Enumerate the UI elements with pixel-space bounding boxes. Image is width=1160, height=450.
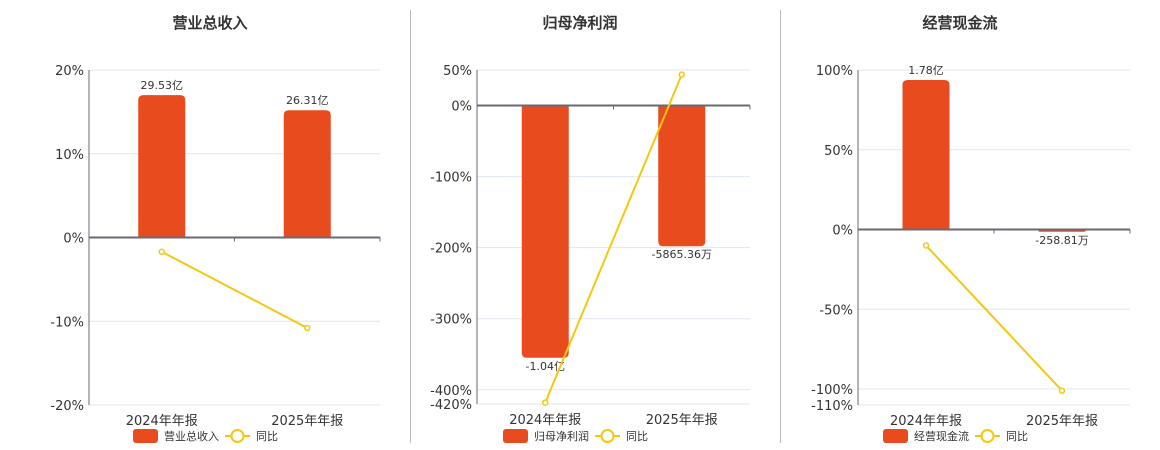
panel-divider: [410, 10, 411, 443]
bar[interactable]: [283, 110, 331, 238]
legend-bar-label[interactable]: 归母净利润: [534, 429, 589, 443]
legend-bar-label[interactable]: 经营现金流: [914, 429, 969, 443]
bar-value-label: 29.53亿: [141, 79, 184, 92]
y-tick-label: -100%: [430, 171, 472, 186]
legend: 营业总收入 同比: [133, 429, 278, 443]
y-tick-label: -110%: [811, 399, 853, 414]
y-tick-label: -100%: [811, 383, 853, 398]
legend-line-label[interactable]: 同比: [256, 430, 278, 443]
chart-revenue: 营业总收入 20% 10% 0% -10% -20% 29.53亿 26.31亿 2024年年报…: [50, 14, 381, 443]
y-tick-label: -420%: [430, 398, 472, 413]
yoy-point[interactable]: [922, 242, 930, 249]
y-tick-label: -10%: [50, 315, 84, 330]
x-category-label: 2024年年报: [126, 414, 198, 429]
bar[interactable]: [521, 105, 569, 358]
yoy-point[interactable]: [678, 71, 685, 78]
chart-net-profit: 归母净利润 50% 0% -100% -200% -300% -400%-420% -1.04…: [430, 14, 751, 443]
legend-bar-swatch-icon[interactable]: [883, 429, 908, 443]
bar-value-label: 1.78亿: [908, 64, 944, 77]
x-category-label: 2025年年报: [271, 414, 343, 429]
yoy-point[interactable]: [1058, 387, 1066, 394]
y-tick-label: 0%: [832, 224, 853, 239]
bar[interactable]: [658, 105, 706, 247]
x-category-label: 2024年年报: [890, 414, 962, 429]
y-tick-label: 10%: [55, 148, 84, 163]
yoy-line: [925, 244, 1063, 392]
x-category-label: 2024年年报: [509, 413, 581, 428]
legend-line-label[interactable]: 同比: [1006, 430, 1028, 443]
y-tick-label: -20%: [50, 399, 84, 414]
yoy-point[interactable]: [158, 248, 165, 255]
panel-divider: [780, 10, 781, 443]
legend: 经营现金流 同比: [883, 429, 1028, 443]
y-tick-label: -400%: [430, 384, 472, 399]
y-tick-label: 0%: [63, 232, 84, 247]
bar[interactable]: [138, 95, 186, 238]
chart-title: 经营现金流: [922, 14, 997, 32]
legend: 归母净利润 同比: [503, 429, 648, 443]
x-category-label: 2025年年报: [1026, 414, 1098, 429]
yoy-point[interactable]: [542, 399, 549, 406]
chart-title: 归母净利润: [542, 14, 617, 32]
bar-value-label: -5865.36万: [652, 248, 712, 261]
legend-line-label[interactable]: 同比: [626, 430, 648, 443]
y-tick-label: 50%: [443, 64, 472, 79]
chart-title: 营业总收入: [172, 14, 247, 32]
y-tick-label: 100%: [816, 64, 853, 79]
chart-panel-revenue: 营业总收入 20% 10% 0% -10% -20% 29.53亿 26.31亿 2024年年报…: [0, 0, 400, 450]
chart-panel-net-profit: 归母净利润 50% 0% -100% -200% -300% -400% -420% -1.04…: [430, 14, 751, 443]
y-tick-label: -50%: [819, 303, 853, 318]
legend-line-marker-icon: [230, 429, 245, 443]
y-tick-label: -200%: [430, 242, 472, 257]
y-tick-label: 0%: [451, 100, 472, 115]
legend-bar-swatch-icon[interactable]: [133, 429, 158, 443]
legend-bar-swatch-icon[interactable]: [503, 429, 528, 443]
legend-bar-label[interactable]: 营业总收入: [164, 429, 219, 443]
bar-value-label: -1.04亿: [526, 360, 565, 373]
y-tick-label: 20%: [55, 64, 84, 79]
yoy-point[interactable]: [304, 324, 311, 332]
legend-line-marker-icon: [600, 429, 615, 443]
bar[interactable]: [902, 80, 950, 230]
bar-value-label: 26.31亿: [286, 94, 329, 107]
x-category-label: 2025年年报: [646, 413, 718, 428]
legend-line-marker-icon: [980, 429, 995, 443]
yoy-line: [544, 74, 683, 403]
yoy-line: [161, 250, 308, 329]
y-tick-label: 50%: [824, 144, 853, 159]
y-tick-label: -300%: [430, 313, 472, 328]
bar-value-label: -258.81万: [1035, 234, 1088, 247]
